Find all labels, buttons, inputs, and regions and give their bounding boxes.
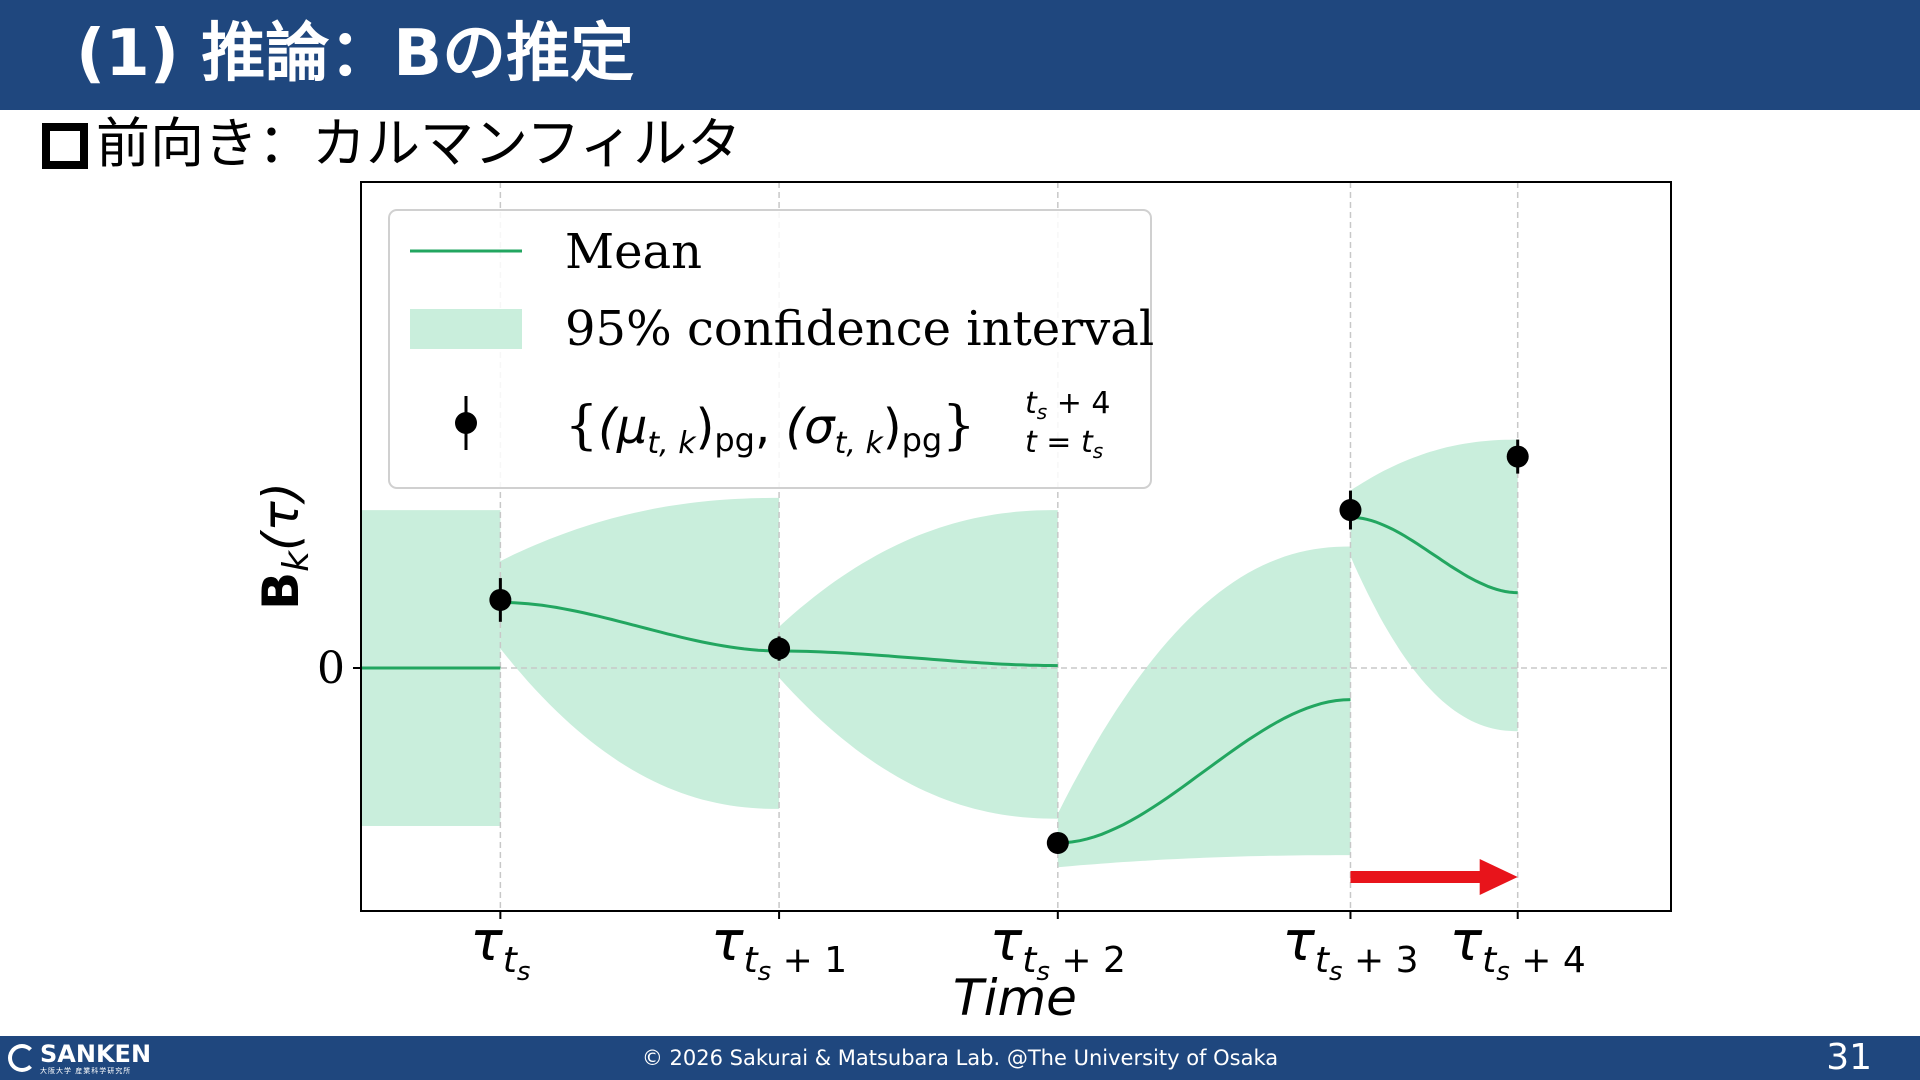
x-tick-label-2: τts + 2 <box>990 910 1126 987</box>
tick-marks <box>353 667 1519 919</box>
subheading-text: 前向き：カルマンフィルタ <box>96 112 742 175</box>
y-axis-label: Bk(τ) <box>252 482 317 610</box>
confidence-band-1 <box>500 497 780 809</box>
slide-footer: SANKEN 大阪大学 産業科学研究所 © 2026 Sakurai & Mat… <box>0 1036 1920 1080</box>
legend-band-label: 95% confidence interval <box>565 301 1154 357</box>
legend-box <box>388 209 1152 489</box>
x-axis-label: Time <box>953 969 1077 1027</box>
y-tick-label-0: 0 <box>317 643 345 694</box>
confidence-bands <box>361 439 1518 868</box>
sanken-logo: SANKEN 大阪大学 産業科学研究所 <box>8 1040 151 1076</box>
slide-header: (1) 推論：Bの推定 <box>0 0 1920 110</box>
x-tick-label-1: τts + 1 <box>711 910 847 987</box>
logo-subtext: 大阪大学 産業科学研究所 <box>40 1066 132 1075</box>
observation-point-0 <box>489 588 512 611</box>
copyright-text: © 2026 Sakurai & Matsubara Lab. @The Uni… <box>641 1046 1279 1070</box>
plot-frame <box>360 181 1672 912</box>
legend-mean-label: Mean <box>565 224 702 280</box>
observation-points <box>489 439 1529 854</box>
observation-point-3 <box>1339 499 1362 522</box>
legend-obs-marker <box>455 412 477 434</box>
page-number: 31 <box>1826 1037 1872 1078</box>
confidence-band-4 <box>1350 439 1518 732</box>
x-tick-label-0: τts <box>470 910 530 987</box>
arrow-head <box>1479 858 1518 895</box>
mean-line-4 <box>1350 515 1518 595</box>
confidence-band-3 <box>1057 546 1351 868</box>
legend: Mean 95% confidence interval {(μt, k)pg,… <box>388 209 1154 489</box>
mean-line-3 <box>1057 698 1351 845</box>
legend-band-swatch <box>410 309 522 349</box>
mean-lines <box>361 515 1518 845</box>
slide-title: (1) 推論：Bの推定 <box>76 17 635 91</box>
mean-line-2 <box>779 649 1058 668</box>
sanken-logo-icon <box>8 1044 36 1072</box>
x-tick-labels: τts τts + 1 τts + 2 τts + 3 τts + 4 <box>470 910 1586 987</box>
x-tick-label-4: τts + 4 <box>1450 910 1586 987</box>
legend-obs-label: {(μt, k)pg, (σt, k)pg} <box>565 396 975 461</box>
kalman-filter-chart: 0 Bk(τ) τts τts + 1 τts + 2 τts + 3 τts + 4 … <box>252 181 1672 1027</box>
legend-obs-lower-limit: t = ts <box>1025 425 1103 463</box>
direction-arrow <box>1350 858 1518 895</box>
logo-text: SANKEN <box>40 1039 152 1068</box>
square-bullet-icon <box>42 123 88 169</box>
observation-point-4 <box>1506 445 1529 468</box>
observation-point-1 <box>768 637 791 660</box>
x-tick-label-3: τts + 3 <box>1282 910 1418 987</box>
legend-obs-upper-limit: ts + 4 <box>1025 386 1110 424</box>
subheading: 前向き：カルマンフィルタ <box>42 112 741 176</box>
confidence-band-2 <box>779 510 1058 819</box>
observation-point-2 <box>1046 831 1069 854</box>
mean-line-1 <box>500 600 780 653</box>
